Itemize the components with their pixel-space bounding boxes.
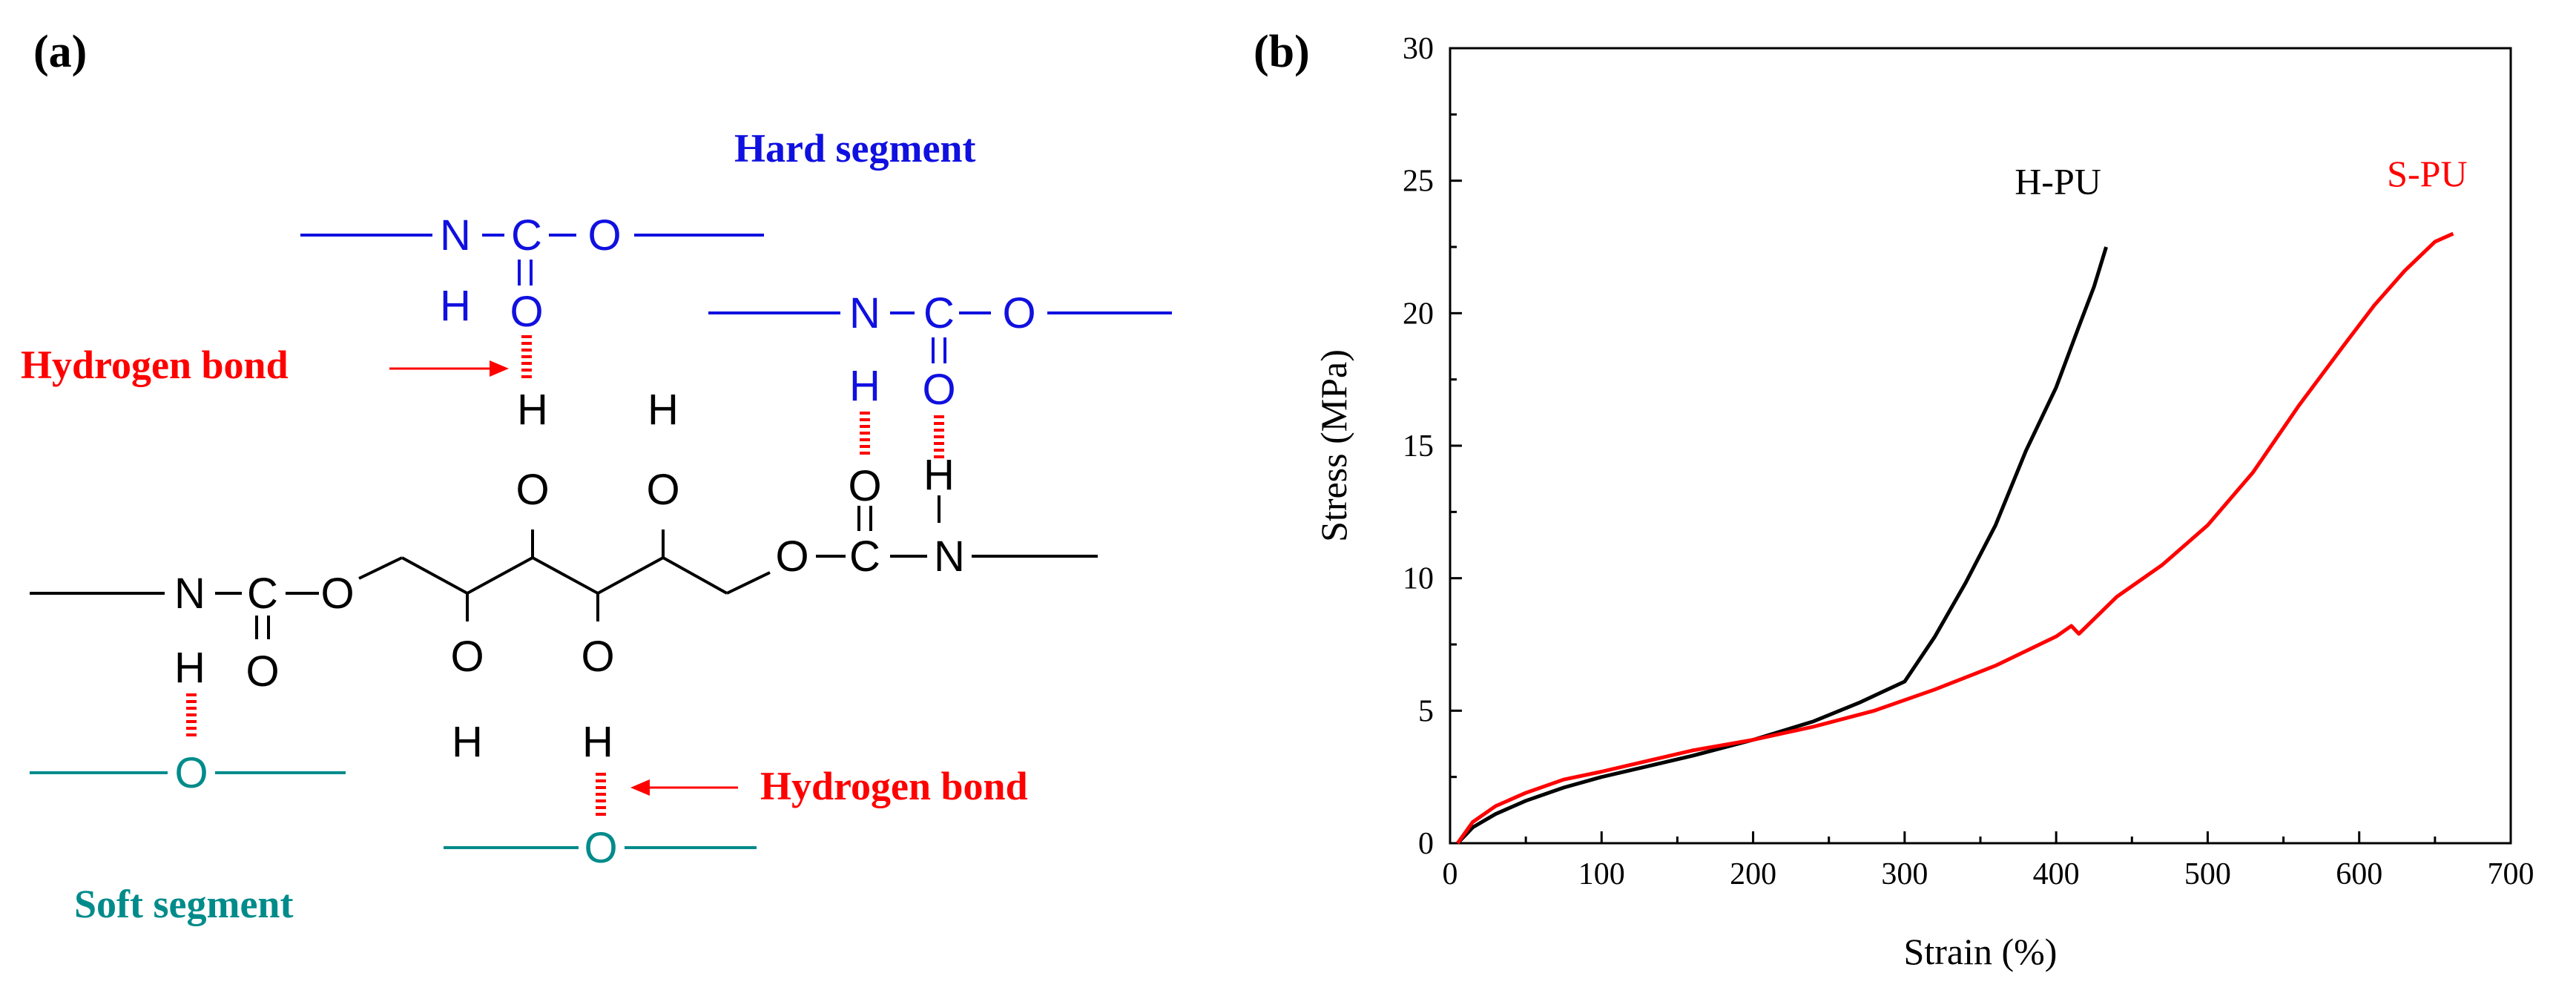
soft-segments xyxy=(30,771,757,849)
hbond-dashes xyxy=(186,335,944,816)
panel-b-label: (b) xyxy=(1254,27,1310,77)
atom-o: O xyxy=(1002,289,1035,337)
hard-segment-1 xyxy=(300,234,764,286)
atom-c: C xyxy=(849,532,880,581)
atom-o: O xyxy=(246,647,279,696)
hard-segment-label: Hard segment xyxy=(734,126,975,171)
plot-frame xyxy=(1449,47,2512,845)
y-tick-label: 15 xyxy=(1403,429,1434,463)
atom-o: O xyxy=(515,466,549,514)
atom-h: H xyxy=(582,718,613,766)
atom-h: H xyxy=(517,386,548,434)
atom-o: O xyxy=(174,749,208,797)
hydrogen-bond-label-1: Hydrogen bond xyxy=(21,343,289,387)
hbond-arrow-2 xyxy=(630,779,738,796)
panel-a: (a) Hard segment Soft segment Hydrogen b… xyxy=(21,27,1172,926)
atom-o: O xyxy=(584,824,617,872)
y-tick-label: 10 xyxy=(1403,562,1434,596)
x-axis-label: Strain (%) xyxy=(1904,931,2058,972)
atom-n: N xyxy=(440,211,471,260)
atom-o: O xyxy=(581,633,614,681)
y-tick-label: 5 xyxy=(1418,694,1434,728)
hard-segment-2 xyxy=(708,311,1172,363)
x-tick-label: 0 xyxy=(1443,857,1458,891)
series-line-h-pu xyxy=(1456,246,2108,845)
x-tick-label: 700 xyxy=(2488,857,2534,891)
atom-o: O xyxy=(450,633,484,681)
x-axis: 0 100 200 300 400 500 600 700 xyxy=(1443,831,2534,891)
y-tick-label: 25 xyxy=(1403,165,1434,199)
series-labels: H-PU S-PU xyxy=(2015,153,2467,202)
y-axis: 0 5 10 15 20 25 30 xyxy=(1403,32,1462,861)
series-label-h-pu: H-PU xyxy=(2015,161,2101,202)
atom-n: N xyxy=(174,570,205,618)
atom-n: N xyxy=(934,532,965,581)
series-layer xyxy=(1456,231,2454,845)
atom-o: O xyxy=(320,570,354,618)
atom-h: H xyxy=(452,718,483,766)
atom-o: O xyxy=(775,532,808,581)
atom-o: O xyxy=(922,366,955,414)
y-tick-label: 30 xyxy=(1403,32,1434,66)
atom-o: O xyxy=(848,462,881,510)
atom-c: C xyxy=(511,211,542,260)
x-tick-label: 600 xyxy=(2336,857,2382,891)
atom-h: H xyxy=(923,451,955,499)
atom-h: H xyxy=(849,362,880,410)
backbone-bonds xyxy=(30,506,1098,639)
y-tick-label: 20 xyxy=(1403,297,1434,331)
x-tick-label: 400 xyxy=(2033,857,2080,891)
atom-o: O xyxy=(510,288,543,336)
atom-n: N xyxy=(849,289,880,337)
x-tick-label: 300 xyxy=(1881,857,1928,891)
x-tick-label: 100 xyxy=(1578,857,1625,891)
atom-h: H xyxy=(648,386,679,434)
atom-o: O xyxy=(587,211,621,260)
atom-o: O xyxy=(646,466,679,514)
series-line-s-pu xyxy=(1456,231,2454,845)
x-tick-label: 500 xyxy=(2184,857,2231,891)
panel-a-label: (a) xyxy=(33,27,87,77)
atom-c: C xyxy=(923,289,955,337)
series-label-s-pu: S-PU xyxy=(2387,153,2467,194)
y-axis-label: Stress (MPa) xyxy=(1313,349,1354,542)
panel-b: (b) 0 100 200 300 400 500 600 700 051015202530 … xyxy=(1254,27,2534,972)
atom-c: C xyxy=(247,570,278,618)
atom-h: H xyxy=(174,644,205,692)
y-tick-label: 0 xyxy=(1418,827,1434,861)
atom-h: H xyxy=(440,282,471,330)
soft-segment-label: Soft segment xyxy=(74,882,293,926)
x-tick-label: 200 xyxy=(1730,857,1776,891)
hbond-arrow-1 xyxy=(389,360,509,377)
hydrogen-bond-label-2: Hydrogen bond xyxy=(760,764,1028,808)
